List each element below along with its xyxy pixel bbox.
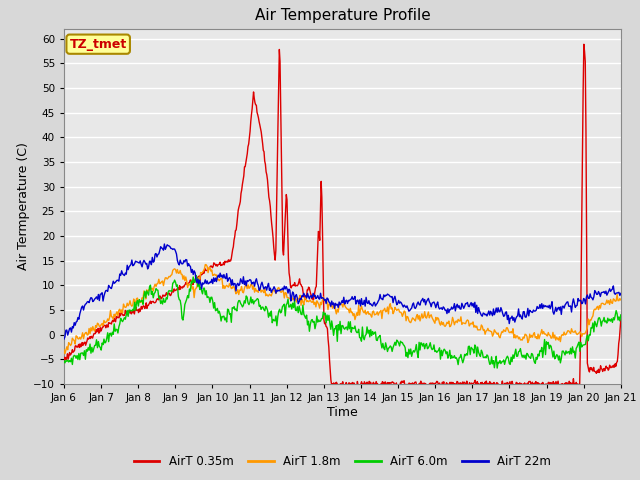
AirT 1.8m — [390, 309, 398, 314]
Line: AirT 1.8m: AirT 1.8m — [64, 264, 621, 354]
AirT 1.8m — [60, 347, 68, 353]
AirT 22m — [617, 290, 625, 296]
AirT 22m — [389, 300, 397, 306]
AirT 1.8m — [434, 315, 442, 321]
AirT 6.0m — [159, 301, 166, 307]
AirT 0.35m — [383, 380, 391, 385]
AirT 0.35m — [483, 383, 491, 388]
AirT 22m — [433, 301, 440, 307]
AirT 6.0m — [313, 313, 321, 319]
AirT 6.0m — [617, 312, 625, 318]
AirT 1.8m — [205, 264, 213, 270]
AirT 6.0m — [480, 355, 488, 360]
AirT 22m — [60, 336, 68, 342]
Line: AirT 6.0m: AirT 6.0m — [64, 276, 621, 368]
AirT 22m — [313, 295, 321, 300]
AirT 1.8m — [481, 331, 489, 337]
AirT 22m — [159, 245, 166, 251]
AirT 1.8m — [61, 351, 68, 357]
Line: AirT 0.35m: AirT 0.35m — [64, 44, 621, 388]
AirT 6.0m — [433, 349, 440, 355]
AirT 0.35m — [398, 378, 406, 384]
AirT 1.8m — [617, 297, 625, 303]
AirT 1.8m — [159, 283, 167, 288]
Y-axis label: Air Termperature (C): Air Termperature (C) — [17, 143, 30, 270]
AirT 0.35m — [415, 382, 422, 387]
AirT 0.35m — [540, 383, 548, 388]
AirT 6.0m — [192, 273, 200, 278]
AirT 0.35m — [60, 358, 68, 364]
AirT 22m — [204, 281, 212, 287]
AirT 0.35m — [94, 325, 102, 331]
X-axis label: Time: Time — [327, 406, 358, 419]
AirT 0.35m — [580, 41, 588, 47]
AirT 1.8m — [314, 300, 322, 305]
AirT 0.35m — [617, 317, 625, 323]
AirT 22m — [161, 241, 168, 247]
AirT 1.8m — [202, 262, 209, 267]
Text: TZ_tmet: TZ_tmet — [70, 37, 127, 51]
Title: Air Temperature Profile: Air Temperature Profile — [255, 9, 430, 24]
Legend: AirT 0.35m, AirT 1.8m, AirT 6.0m, AirT 22m: AirT 0.35m, AirT 1.8m, AirT 6.0m, AirT 2… — [129, 450, 556, 473]
AirT 6.0m — [204, 294, 212, 300]
AirT 6.0m — [493, 365, 501, 371]
AirT 22m — [480, 311, 488, 316]
AirT 6.0m — [60, 358, 68, 364]
Line: AirT 22m: AirT 22m — [64, 244, 621, 339]
AirT 0.35m — [441, 385, 449, 391]
AirT 6.0m — [389, 345, 397, 350]
